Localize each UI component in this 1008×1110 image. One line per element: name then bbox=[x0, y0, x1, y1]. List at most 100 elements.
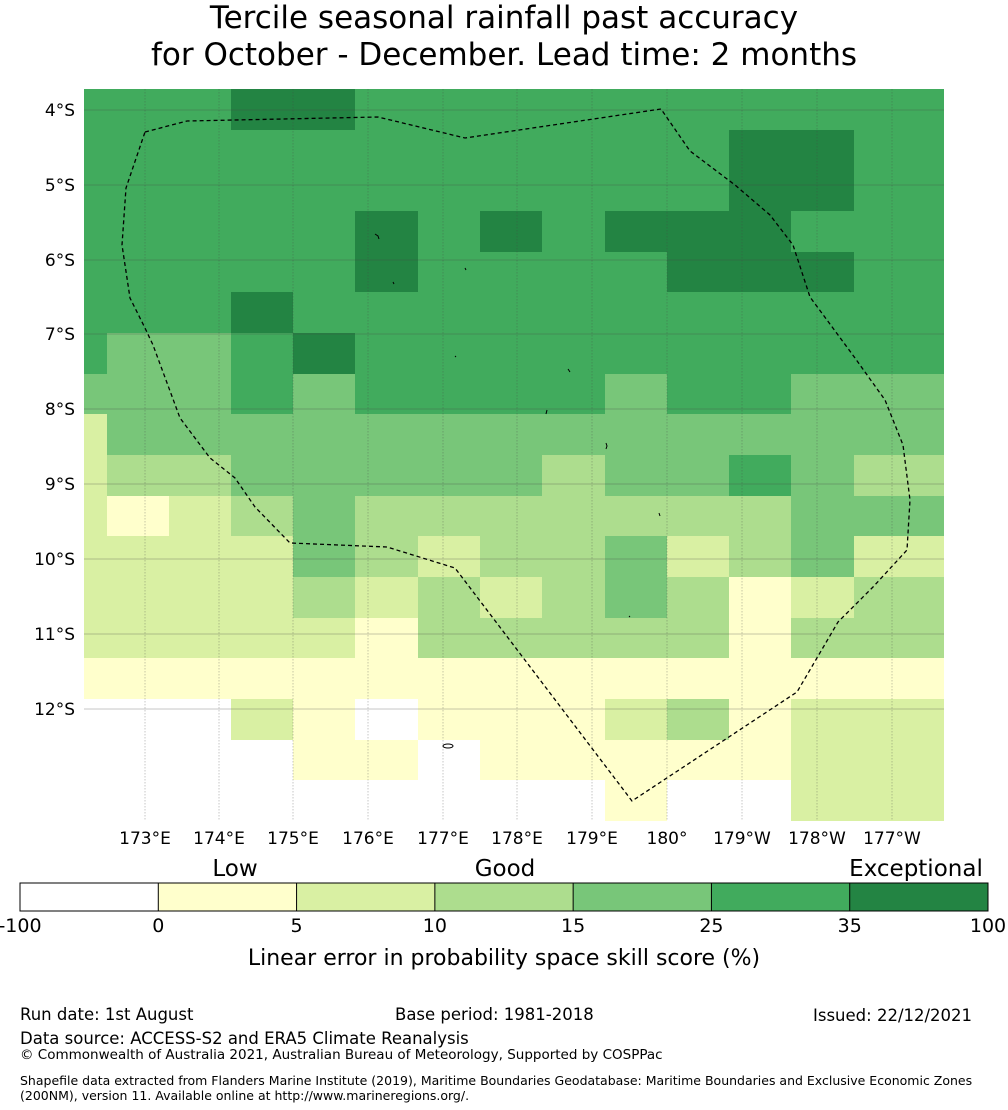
grid-cell bbox=[231, 536, 293, 577]
grid-cell bbox=[231, 780, 293, 821]
island bbox=[374, 233, 380, 240]
grid-cell bbox=[729, 455, 791, 496]
grid-cell bbox=[542, 333, 605, 374]
grid-cell bbox=[605, 658, 667, 699]
grid-cell bbox=[542, 211, 605, 252]
grid-cell bbox=[169, 292, 231, 333]
grid-cell bbox=[355, 618, 418, 658]
grid-cell bbox=[355, 374, 418, 414]
grid-cell bbox=[480, 374, 542, 414]
grid-cell bbox=[107, 536, 169, 577]
grid-cell bbox=[854, 455, 944, 496]
colorbar-axis-label: Linear error in probability space skill … bbox=[248, 946, 760, 971]
grid-cell bbox=[293, 130, 355, 170]
grid-cell bbox=[231, 658, 293, 699]
grid-cell bbox=[293, 252, 355, 292]
grid-cell bbox=[231, 89, 293, 130]
grid-cell bbox=[169, 740, 231, 780]
grid-cell bbox=[107, 170, 169, 211]
grid-cell bbox=[418, 170, 480, 211]
latitude-label: 6°S bbox=[45, 251, 75, 271]
grid-cell bbox=[791, 496, 854, 536]
grid-cell bbox=[791, 618, 854, 658]
grid-cell bbox=[355, 536, 418, 577]
grid-cell bbox=[667, 658, 729, 699]
colorbar-tick-label: 0 bbox=[152, 915, 164, 937]
grid-cell bbox=[791, 89, 854, 130]
grid-cell bbox=[355, 577, 418, 618]
issued-date: Issued: 22/12/2021 bbox=[813, 1006, 973, 1025]
grid-cell bbox=[169, 252, 231, 292]
grid-cell bbox=[355, 455, 418, 496]
latitude-label: 8°S bbox=[45, 400, 75, 420]
latitude-label: 7°S bbox=[45, 325, 75, 345]
grid-cell bbox=[791, 455, 854, 496]
grid-cell bbox=[480, 211, 542, 252]
grid-cell bbox=[605, 374, 667, 414]
grid-cell bbox=[791, 252, 854, 292]
grid-cell bbox=[107, 414, 169, 455]
grid-cell bbox=[355, 740, 418, 780]
grid-cell bbox=[293, 170, 355, 211]
grid-cell bbox=[605, 292, 667, 333]
longitude-label: 179°E bbox=[566, 829, 618, 849]
grid-cell bbox=[293, 455, 355, 496]
latitude-label: 5°S bbox=[45, 176, 75, 196]
shapefile-credit: Shapefile data extracted from Flanders M… bbox=[20, 1073, 973, 1103]
longitude-label: 175°E bbox=[267, 829, 319, 849]
colorbar-segment bbox=[573, 883, 712, 911]
colorbar-segment bbox=[158, 883, 297, 911]
colorbar-segment bbox=[434, 883, 574, 911]
grid-cell bbox=[169, 455, 231, 496]
grid-cell bbox=[542, 658, 605, 699]
grid-cell bbox=[791, 170, 854, 211]
grid-cell bbox=[107, 496, 169, 536]
grid-cell bbox=[169, 414, 231, 455]
grid-cell bbox=[418, 89, 480, 130]
grid-cell bbox=[293, 496, 355, 536]
island bbox=[464, 267, 467, 271]
grid-cell bbox=[84, 536, 107, 577]
grid-cell bbox=[84, 89, 107, 130]
grid-cell bbox=[418, 292, 480, 333]
grid-cell bbox=[418, 455, 480, 496]
grid-cell bbox=[293, 699, 355, 740]
grid-cell bbox=[542, 170, 605, 211]
grid-cell bbox=[542, 577, 605, 618]
grid-cell bbox=[293, 577, 355, 618]
grid-cell bbox=[791, 780, 854, 821]
grid-cell bbox=[84, 130, 107, 170]
grid-cell bbox=[542, 780, 605, 821]
grid-cell bbox=[667, 333, 729, 374]
grid-cell bbox=[293, 536, 355, 577]
longitude-label: 176°E bbox=[342, 829, 394, 849]
grid-cell bbox=[667, 170, 729, 211]
grid-cell bbox=[542, 89, 605, 130]
grid-cell bbox=[542, 496, 605, 536]
island bbox=[442, 743, 454, 749]
grid-cell bbox=[854, 618, 944, 658]
grid-cell bbox=[729, 658, 791, 699]
grid-cell bbox=[542, 252, 605, 292]
grid-cell bbox=[729, 780, 791, 821]
grid-cell bbox=[542, 536, 605, 577]
grid-cell bbox=[107, 292, 169, 333]
grid-cell bbox=[169, 89, 231, 130]
grid-cell bbox=[355, 89, 418, 130]
grid-cell bbox=[854, 496, 944, 536]
grid-cell bbox=[854, 170, 944, 211]
latitude-label: 4°S bbox=[45, 101, 75, 121]
grid-cell bbox=[605, 414, 667, 455]
grid-cell bbox=[854, 577, 944, 618]
grid-cell bbox=[854, 374, 944, 414]
grid-cell bbox=[542, 740, 605, 780]
grid-cell bbox=[667, 536, 729, 577]
grid-cell bbox=[231, 211, 293, 252]
grid-cell bbox=[480, 618, 542, 658]
grid-cell bbox=[729, 292, 791, 333]
longitude-labels: 173°E 174°E 175°E 176°E 177°E 178°E 179°E 180° 1… bbox=[119, 829, 921, 849]
colorbar-tick-label: 15 bbox=[561, 915, 585, 937]
eez-boundary bbox=[121, 108, 911, 802]
grid-cell bbox=[169, 374, 231, 414]
copyright: © Commonwealth of Australia 2021, Austra… bbox=[20, 1047, 663, 1063]
